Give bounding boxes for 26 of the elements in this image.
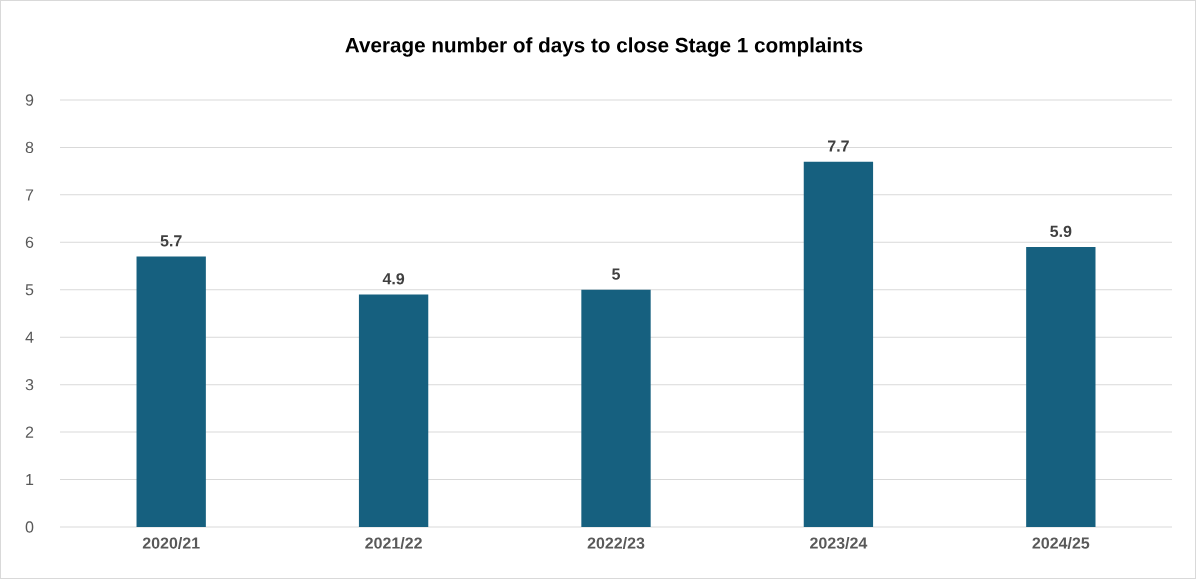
bar: [1026, 247, 1096, 527]
y-tick-label: 1: [26, 474, 34, 486]
y-tick-label: 4: [25, 331, 34, 343]
data-label: 4.9: [382, 273, 405, 285]
data-label: 5: [612, 268, 621, 280]
y-tick-label: 6: [25, 236, 34, 248]
chart-title: Average number of days to close Stage 1 complaints: [345, 37, 863, 57]
y-tick-label: 5: [25, 284, 34, 296]
y-tick-label: 2: [25, 426, 34, 438]
bar: [581, 289, 651, 527]
x-tick-label: 2024/25: [1032, 537, 1090, 549]
y-tick-label: 3: [25, 379, 34, 391]
y-tick-label: 8: [25, 141, 34, 154]
x-tick-label: 2020/21: [142, 537, 200, 549]
bar: [803, 161, 874, 527]
y-tick-label: 9: [25, 94, 34, 106]
data-label: 5.9: [1050, 225, 1072, 238]
x-tick-label: 2022/23: [587, 537, 645, 549]
bar: [358, 294, 429, 527]
data-label: 7.7: [827, 140, 849, 152]
x-tick-label: 2023/24: [810, 537, 868, 549]
y-tick-label: 7: [25, 189, 34, 201]
y-tick-label: 0: [25, 521, 34, 533]
x-tick-label: 2021/22: [365, 537, 422, 549]
data-label: 5.7: [160, 235, 182, 247]
bar: [136, 256, 206, 527]
